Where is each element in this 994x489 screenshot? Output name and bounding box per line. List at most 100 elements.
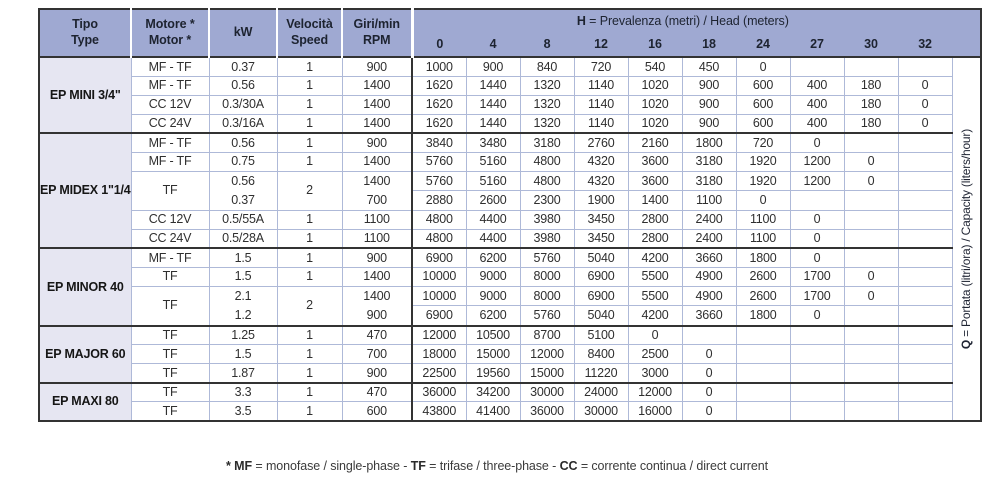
capacity-cell: 2300 [519,190,574,210]
table-wrap: Tipo Type Motore * Motor * kW Velocità S… [38,8,983,422]
capacity-cell: 1620 [411,94,466,114]
capacity-cell: 1140 [573,113,628,133]
capacity-cell: 1200 [789,151,844,171]
col-header-kw-line1: kW [233,25,253,40]
capacity-cell [789,363,844,383]
capacity-cell: 900 [465,56,520,76]
q-axis-label: Q = Portata (litri/ora) / Capacity (lite… [951,56,982,421]
speed-cell: 1 [276,94,342,114]
col-header-rpm-line1: Giri/min [353,17,401,32]
motor-cell: CC 12V [130,94,209,114]
capacity-cell: 2500 [627,344,682,364]
table-row: TF 1.5 1 700 18000 15000 12000 8400 2500 0 [39,344,981,364]
capacity-cell: 4800 [411,228,466,248]
rpm-value: 700 [366,192,387,207]
rpm-cell: 1400 [341,151,412,171]
capacity-cell [789,190,844,210]
capacity-cell: 1020 [627,75,682,95]
capacity-cell: 900 [681,113,736,133]
capacity-cell: 3660 [681,305,736,326]
capacity-cell: 1200 [789,170,844,191]
motor-cell: MF - TF [130,75,209,95]
motor-cell: TF [130,266,209,286]
capacity-cell: 36000 [411,381,466,402]
capacity-cell [789,56,844,76]
capacity-cell [897,363,953,383]
capacity-cell: 9000 [465,266,520,286]
capacity-cell [843,344,898,364]
kw-cell: 0.3/16A [208,113,277,133]
speed-cell: 1 [276,266,342,286]
rpm-value: 900 [366,307,387,322]
capacity-cell: 3000 [627,363,682,383]
capacity-cell: 1400 [627,190,682,210]
motor-cell: CC 24V [130,113,209,133]
capacity-cell: 8700 [519,324,574,345]
rpm-cell: 1400 700 [341,170,412,210]
table-row: EP MINI 3/4" MF - TF 0.37 1 900 1000 900 840 720… [39,56,982,421]
capacity-cell [897,209,953,229]
kw-cell: 3.5 [208,401,277,421]
col-header-velocita-line1: Velocità [286,17,333,32]
capacity-cell: 1320 [519,94,574,114]
capacity-cell: 1900 [573,190,628,210]
capacity-cell: 0 [681,401,736,421]
capacity-cell: 1020 [627,94,682,114]
capacity-cell: 15000 [465,344,520,364]
capacity-cell [843,56,898,76]
capacity-cell [843,132,898,152]
col-header-rpm: Giri/min RPM [341,9,412,57]
capacity-cell [843,401,898,421]
motor-cell: MF - TF [130,247,209,267]
capacity-cell [897,190,953,210]
rpm-cell: 600 [341,401,412,421]
capacity-cell: 1800 [735,247,790,267]
col-header-motore-line1: Motore * [145,17,195,32]
capacity-cell [843,363,898,383]
capacity-cell [897,401,953,421]
capacity-cell: 1140 [573,75,628,95]
capacity-cell [789,401,844,421]
kw-cell: 0.5/28A [208,228,277,248]
capacity-cell [843,209,898,229]
table-row: CC 12V 0.5/55A 1 1100 4800 4400 3980 3450 2800 24… [39,209,981,229]
capacity-cell: 2400 [681,228,736,248]
capacity-cell: 4400 [465,228,520,248]
capacity-cell: 4800 [411,209,466,229]
capacity-cell: 30000 [519,381,574,402]
capacity-cell: 0 [681,381,736,402]
capacity-cell: 4800 [519,151,574,171]
capacity-cell: 6200 [465,247,520,267]
capacity-cell: 5760 [519,305,574,326]
capacity-cell: 180 [843,75,898,95]
group-label: EP MINOR 40 [39,247,131,326]
q-column-header [952,9,982,57]
capacity-cell: 3600 [627,170,682,191]
capacity-cell: 0 [897,75,953,95]
motor-cell: TF [130,401,209,421]
table-row: MF - TF 0.75 1 1400 5760 5160 4800 4320 3600 3180… [39,151,981,171]
capacity-cell: 2800 [627,209,682,229]
rpm-cell: 1400 [341,75,412,95]
motor-cell: MF - TF [130,56,209,76]
h-value-4: 4 [466,31,520,57]
capacity-cell: 4900 [681,285,736,306]
col-header-tipo: Tipo Type [39,9,131,57]
capacity-cell: 2800 [627,228,682,248]
capacity-cell [897,228,953,248]
capacity-cell: 450 [681,56,736,76]
group-label: EP MINI 3/4" [39,56,131,133]
col-header-kw: kW [208,9,277,57]
capacity-cell: 5160 [465,170,520,191]
capacity-cell: 41400 [465,401,520,421]
kw-cell: 2.1 1.2 [208,285,277,326]
capacity-cell: 0 [843,151,898,171]
speed-cell: 1 [276,75,342,95]
capacity-cell [789,381,844,402]
capacity-cell [897,324,953,345]
capacity-cell: 12000 [411,324,466,345]
table-row: TF 0.56 0.37 2 1400 700 5760 5160 4800 4320 3600 31… [39,170,981,210]
speed-cell: 1 [276,344,342,364]
kw-cell: 1.5 [208,266,277,286]
capacity-cell: 22500 [411,363,466,383]
